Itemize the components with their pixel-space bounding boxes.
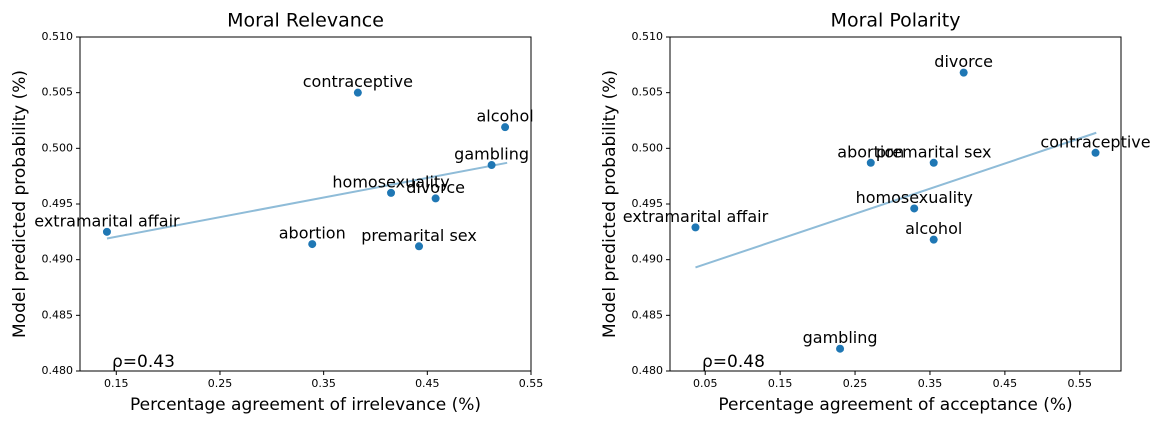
- chart-title: Moral Polarity: [831, 10, 961, 32]
- y-tick-label: 0.505: [632, 86, 664, 99]
- point: [929, 235, 938, 244]
- point: [487, 161, 496, 170]
- x-tick-label: 0.15: [104, 377, 129, 390]
- y-tick-label: 0.510: [632, 30, 664, 43]
- y-axis-label: Model predicted probability (%): [600, 70, 620, 338]
- y-tick-label: 0.495: [42, 197, 74, 210]
- point: [1091, 148, 1100, 157]
- x-tick-label: 0.55: [1068, 377, 1093, 390]
- point-label: contraceptive: [1040, 132, 1150, 151]
- y-tick-label: 0.490: [42, 253, 74, 266]
- point-label: abortion: [837, 142, 904, 161]
- point: [910, 204, 919, 213]
- point-label: abortion: [279, 224, 346, 243]
- point: [387, 188, 396, 197]
- point-label: alcohol: [476, 107, 533, 126]
- x-tick-label: 0.45: [415, 377, 440, 390]
- y-tick-label: 0.500: [42, 141, 74, 154]
- point: [501, 123, 510, 132]
- point-label: extramarital affair: [34, 211, 180, 230]
- point-label: premarital sex: [876, 142, 992, 161]
- point-label: alcohol: [905, 219, 962, 238]
- point: [691, 223, 700, 232]
- point: [929, 158, 938, 167]
- fit-line: [695, 131, 1097, 269]
- y-tick-label: 0.510: [42, 30, 74, 43]
- x-tick-label: 0.35: [918, 377, 943, 390]
- fit-line: [106, 161, 508, 240]
- chart-title: Moral Relevance: [227, 10, 384, 32]
- x-axis-label: Percentage agreement of acceptance (%): [718, 395, 1072, 415]
- y-tick-label: 0.505: [42, 86, 74, 99]
- point: [102, 227, 111, 236]
- x-tick-label: 0.25: [208, 377, 233, 390]
- x-tick-label: 0.35: [311, 377, 336, 390]
- x-tick-label: 0.55: [519, 377, 544, 390]
- point-label: extramarital affair: [623, 207, 769, 226]
- point-label: gambling: [454, 145, 529, 164]
- point-label: homosexuality: [332, 172, 449, 191]
- y-tick-label: 0.485: [42, 308, 74, 321]
- y-tick-label: 0.485: [632, 308, 664, 321]
- x-tick-label: 0.15: [768, 377, 793, 390]
- y-tick-label: 0.495: [632, 197, 664, 210]
- point: [836, 344, 845, 353]
- point-label: divorce: [934, 52, 993, 71]
- x-tick-label: 0.05: [693, 377, 718, 390]
- annotation: ρ=0.48: [702, 352, 765, 372]
- annotation: ρ=0.43: [112, 352, 175, 372]
- point: [866, 158, 875, 167]
- y-tick-label: 0.500: [632, 141, 664, 154]
- point: [308, 240, 317, 249]
- point-label: divorce: [406, 178, 465, 197]
- point: [353, 88, 362, 97]
- y-axis-label: Model predicted probability (%): [10, 70, 30, 338]
- point-label: homosexuality: [856, 188, 973, 207]
- y-tick-label: 0.480: [42, 364, 74, 377]
- point: [959, 68, 968, 77]
- point: [431, 194, 440, 203]
- point-label: gambling: [803, 328, 878, 347]
- y-tick-label: 0.480: [632, 364, 664, 377]
- point: [415, 242, 424, 251]
- point-label: premarital sex: [361, 226, 477, 245]
- x-tick-label: 0.45: [993, 377, 1018, 390]
- y-tick-label: 0.490: [632, 253, 664, 266]
- x-axis-label: Percentage agreement of irrelevance (%): [130, 395, 481, 415]
- point-label: contraceptive: [303, 72, 413, 91]
- x-tick-label: 0.25: [843, 377, 868, 390]
